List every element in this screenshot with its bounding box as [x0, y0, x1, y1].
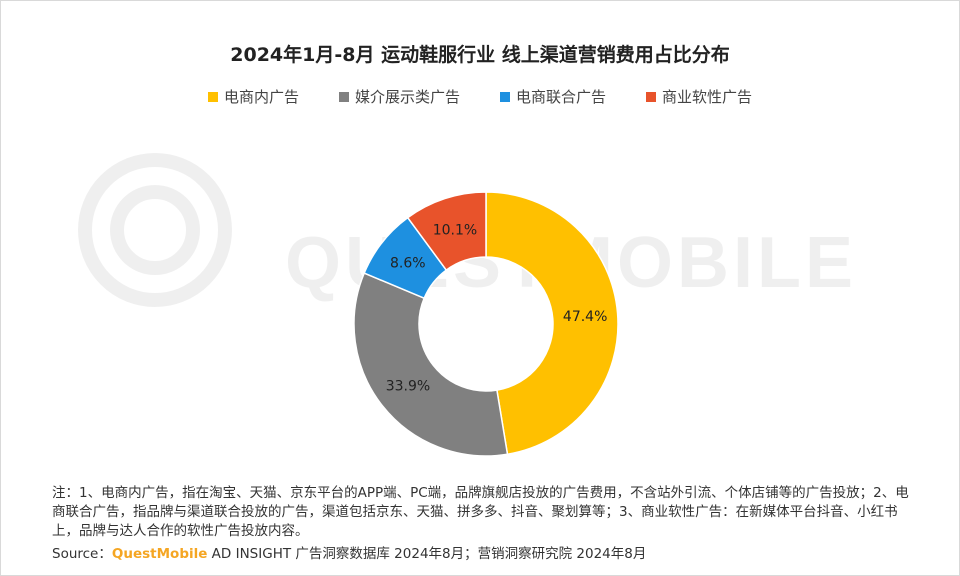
slice-soft-ad [406, 191, 487, 272]
chart-title: 2024年1月-8月 运动鞋服行业 线上渠道营销费用占比分布 [230, 44, 730, 66]
legend-swatch-ecommerce [207, 91, 218, 102]
legend-label-ecommerce: 电商内广告 [223, 88, 299, 106]
legend-item-soft-ad: 商业软性广告 [646, 86, 752, 107]
slice-label-soft-ad: 10.1% [433, 222, 477, 238]
legend-swatch-ecommerce-joint [500, 91, 510, 102]
source-brand: QuestMobile [111, 546, 208, 562]
source-suffix: AD INSIGHT 广告洞察数据库 2024年8月；营销洞察研究院 2024年… [207, 546, 647, 562]
legend-label-ecommerce-joint: 电商联合广告 [516, 88, 607, 106]
legend-item-ecommerce-joint: 电商联合广告 [500, 86, 606, 107]
slice-ecommerce [485, 191, 619, 456]
legend-swatch-media-display [338, 91, 349, 102]
footnotes: 注：1、电商内广告，指在淘宝、天猫、京东平台的APP端、PC端，品牌旗舰店投放的… [52, 485, 909, 539]
slice-label-ecommerce-joint: 8.6% [390, 256, 426, 272]
watermark-logo-icon [78, 153, 232, 307]
legend-item-media-display: 媒介展示类广告 [338, 86, 460, 107]
legend: 电商内广告 媒介展示类广告 电商联合广告 商业软性广告 [0, 86, 960, 107]
legend-swatch-soft-ad [646, 91, 657, 102]
slice-label-ecommerce: 47.4% [563, 309, 607, 325]
legend-item-ecommerce: 电商内广告 [207, 86, 299, 107]
legend-label-media-display: 媒介展示类广告 [354, 88, 460, 106]
slice-label-media-display: 33.9% [386, 379, 430, 395]
source-prefix: Source： [52, 546, 112, 562]
legend-label-soft-ad: 商业软性广告 [662, 88, 753, 106]
source-line: Source：QuestMobile AD INSIGHT 广告洞察数据库 20… [52, 542, 646, 562]
slice-media-display [353, 272, 509, 457]
